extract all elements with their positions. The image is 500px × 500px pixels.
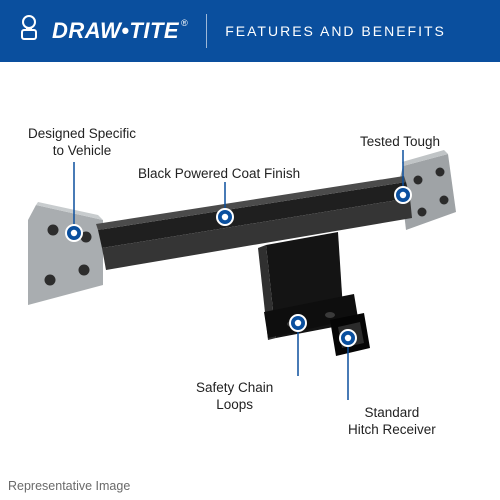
label-hitch-receiver: StandardHitch Receiver: [348, 405, 436, 439]
brand-text: DRAW•TITE: [52, 18, 179, 43]
label-chain-loops: Safety ChainLoops: [196, 380, 273, 414]
header-divider: [206, 14, 207, 48]
label-tested-tough: Tested Tough: [360, 134, 440, 151]
hitch-ball-icon: [14, 14, 44, 49]
diagram-canvas: Designed Specificto Vehicle Black Powere…: [8, 70, 492, 492]
registered-mark: ®: [181, 18, 188, 28]
footer-note: Representative Image: [8, 479, 130, 493]
label-black-finish: Black Powered Coat Finish: [138, 166, 300, 183]
header-bar: DRAW•TITE® FEATURES AND BENEFITS: [0, 0, 500, 62]
header-tagline: FEATURES AND BENEFITS: [225, 23, 446, 39]
brand-name: DRAW•TITE®: [52, 18, 188, 44]
label-designed-specific: Designed Specificto Vehicle: [28, 126, 136, 160]
brand-logo: DRAW•TITE®: [14, 14, 188, 49]
